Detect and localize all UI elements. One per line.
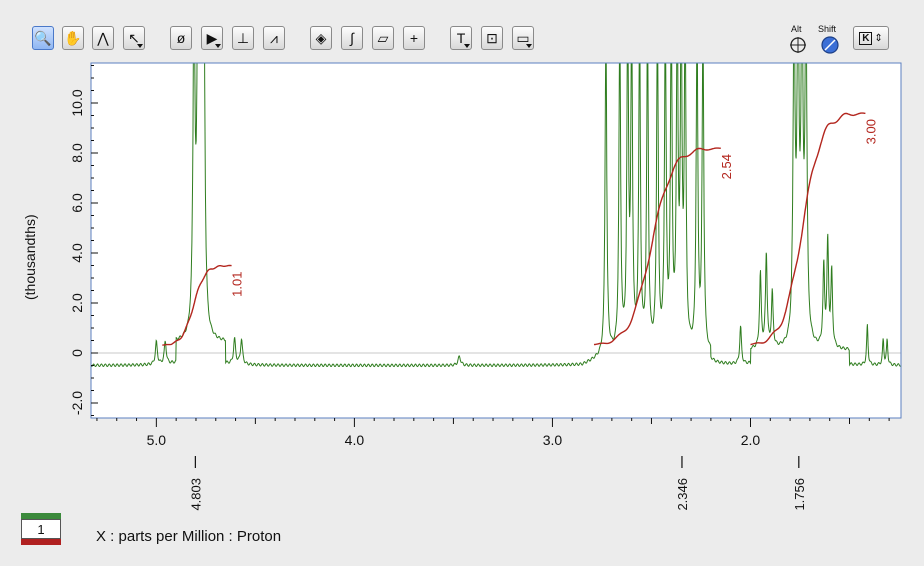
dropdown-arrow-icon (137, 44, 143, 48)
y-tick-label: 2.0 (69, 293, 85, 313)
pan-tool-button[interactable]: ✋ (62, 26, 84, 50)
baseline-icon: ⊥ (236, 29, 250, 46)
zoom-tool-button[interactable]: 🔍 (32, 26, 54, 50)
dropdown-arrow-icon (215, 44, 221, 48)
ruler-tool-button[interactable]: ▱ (372, 26, 394, 50)
peak-ppm-label: 4.803 (188, 478, 203, 511)
spectrum-trace (91, 63, 901, 368)
annotation-tool-button[interactable]: ⊡ (481, 26, 503, 50)
pointer-tool-button[interactable]: ▶ (201, 26, 223, 50)
badge-green-strip (21, 513, 61, 519)
alt-modifier-label: Alt (791, 24, 802, 34)
crosshair-tool-button[interactable]: + (403, 26, 425, 50)
frame-tool-button[interactable]: ▭ (512, 26, 534, 50)
x-axis-title: X : parts per Million : Proton (96, 528, 282, 545)
y-tick-label: 4.0 (69, 243, 85, 263)
integral-value-label: 1.01 (230, 272, 245, 297)
y-tick-label: 8.0 (69, 143, 85, 163)
crosshair-circle-icon[interactable] (789, 36, 807, 54)
black-arrow-icon: ▶ (206, 29, 218, 46)
spectrum-plot-area[interactable]: 1.01 2.54 3.00 -2.0 0 2.0 4.0 6.0 8.0 10.0 5.0 4.0 3… (0, 58, 924, 566)
peak-pick-tool-button[interactable]: ⩘ (263, 26, 285, 50)
integral-curve-2 (593, 147, 721, 346)
hand-icon: ✋ (64, 29, 82, 46)
integral-curve-1 (162, 264, 232, 346)
phase-icon: ø (176, 30, 186, 46)
baseline-tool-button[interactable]: ⊥ (232, 26, 254, 50)
y-tick-label: 10.0 (69, 89, 85, 116)
y-tick-label: -2.0 (69, 391, 85, 415)
spectrum-chart[interactable]: 1.01 2.54 3.00 -2.0 0 2.0 4.0 6.0 8.0 10.0 5.0 4.0 3… (0, 58, 924, 566)
peak-cursor-icon: ⋀ (97, 29, 109, 46)
text-icon: T (456, 30, 466, 46)
phase-tool-button[interactable]: ø (170, 26, 192, 50)
y-tick-label: 0 (69, 349, 85, 357)
integral-icon: ∫ (350, 30, 354, 46)
stepper-icon: ⇕ (874, 32, 883, 44)
keyboard-toggle-button[interactable]: K ⇕ (853, 26, 889, 50)
select-tool-button[interactable]: ↖ (123, 26, 145, 50)
integral-tool-button[interactable]: ∫ (341, 26, 363, 50)
y-axis-title: (thousandths) (22, 214, 38, 300)
dropdown-arrow-icon (526, 44, 532, 48)
integral-curve-3 (750, 112, 866, 346)
peak-pick-icon: ⩘ (270, 29, 278, 46)
peak-tool-button[interactable]: ⋀ (92, 26, 114, 50)
badge-red-strip (21, 539, 61, 545)
center-tool-button[interactable]: ◈ (310, 26, 332, 50)
plot-background (91, 63, 901, 418)
frame-icon: ▭ (516, 29, 530, 46)
x-tick-label: 2.0 (741, 432, 761, 448)
integral-value-label: 3.00 (863, 119, 878, 144)
text-tool-button[interactable]: T (450, 26, 472, 50)
diamond-target-icon: ◈ (315, 29, 327, 46)
spectrum-badge[interactable]: 1 (21, 513, 61, 547)
arrow-cursor-icon: ↖ (128, 29, 140, 46)
peak-ppm-label: 1.756 (792, 478, 807, 511)
x-tick-label: 5.0 (147, 432, 167, 448)
integral-value-label: 2.54 (719, 154, 734, 179)
annotation-box-icon: ⊡ (486, 29, 498, 46)
x-tick-label: 3.0 (543, 432, 563, 448)
badge-number: 1 (21, 519, 61, 539)
y-tick-label: 6.0 (69, 193, 85, 213)
ruler-icon: ▱ (377, 29, 389, 46)
dropdown-arrow-icon (464, 44, 470, 48)
peak-ppm-label: 2.346 (675, 478, 690, 511)
shift-modifier-label: Shift (818, 24, 837, 34)
toolbar: 🔍 ✋ ⋀ ↖ ø ▶ ⊥ ⩘ ◈ ∫ ▱ + T ⊡ ▭ Alt Shift K ⇕ (0, 0, 924, 60)
x-tick-label: 4.0 (345, 432, 365, 448)
crosshair-icon: + (409, 30, 419, 46)
magnifier-icon: 🔍 (34, 29, 52, 46)
key-icon: K (859, 31, 873, 45)
shift-zoom-icon[interactable] (820, 35, 840, 55)
